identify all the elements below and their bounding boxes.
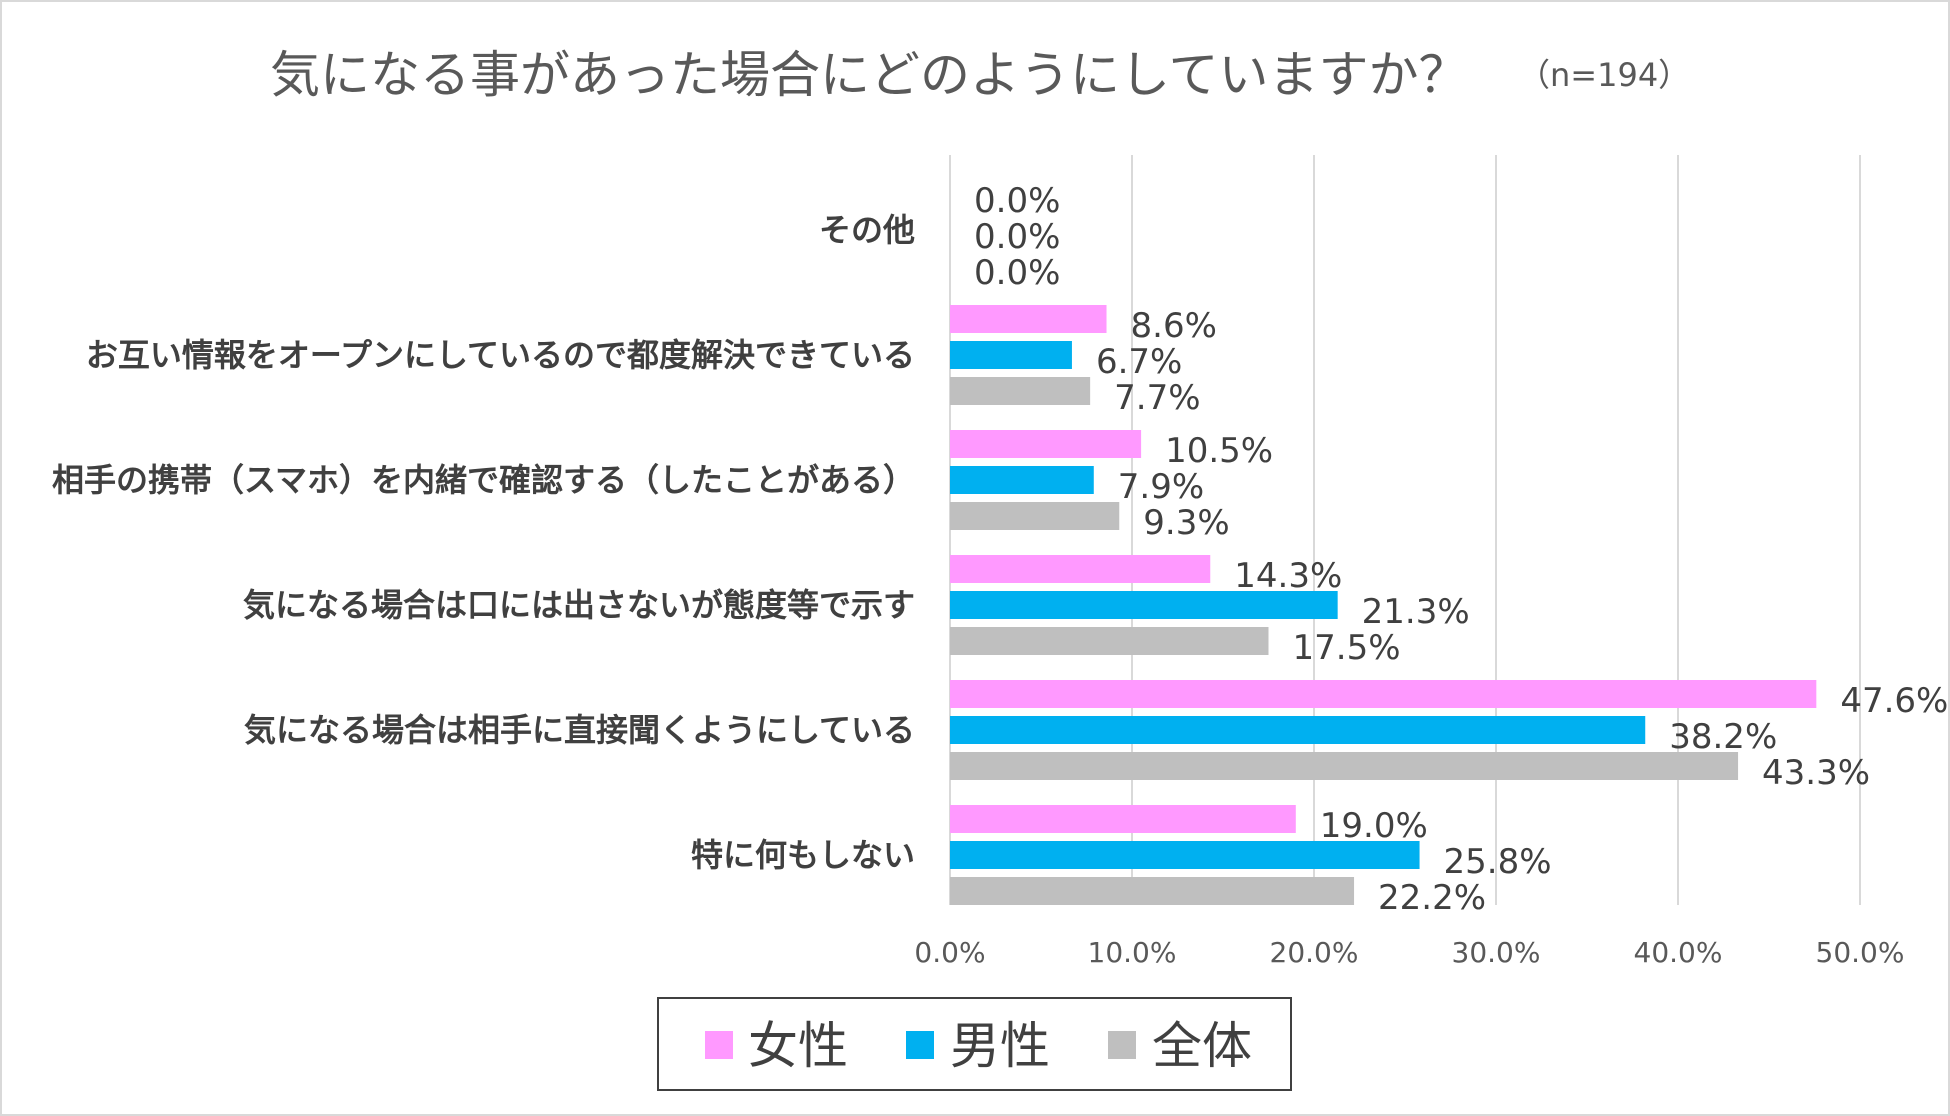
legend: 女性 男性 全体 — [657, 997, 1292, 1091]
data-label-3-2: 17.5% — [1293, 628, 1401, 668]
data-label-1-1: 6.7% — [1096, 342, 1182, 382]
data-label-4-1: 38.2% — [1669, 717, 1777, 757]
legend-swatch-2 — [1108, 1031, 1136, 1059]
data-label-4-0: 47.6% — [1840, 681, 1948, 721]
bar-3-1 — [950, 591, 1338, 619]
bar-5-0 — [950, 805, 1296, 833]
bar-1-0 — [950, 305, 1107, 333]
data-label-2-1: 7.9% — [1118, 467, 1204, 507]
category-label-4: 気になる場合は相手に直接聞くようにしている — [244, 711, 915, 749]
bar-1-2 — [950, 377, 1091, 405]
x-tick-label-2: 20.0% — [1270, 936, 1359, 969]
data-label-2-0: 10.5% — [1165, 431, 1273, 471]
x-tick-label-1: 10.0% — [1088, 936, 1177, 969]
bar-2-0 — [950, 430, 1142, 458]
x-axis-ticks: 0.0% 10.0% 20.0% 30.0% 40.0% 50.0% — [914, 936, 1904, 969]
chart-title: 気になる事があった場合にどのようにしていますか？ （n=194） — [270, 46, 1690, 104]
data-label-1-0: 8.6% — [1131, 306, 1217, 346]
x-tick-label-0: 0.0% — [914, 936, 985, 969]
data-label-0-1: 0.0% — [974, 217, 1060, 257]
legend-label-1: 男性 — [950, 1017, 1050, 1075]
bar-2-1 — [950, 466, 1094, 494]
legend-swatch-1 — [906, 1031, 934, 1059]
bar-4-0 — [950, 680, 1817, 708]
category-label-5: 特に何もしない — [691, 836, 915, 874]
bar-2-2 — [950, 502, 1120, 530]
bars: 0.0%0.0%0.0%8.6%6.7%7.7%10.5%7.9%9.3%14.… — [950, 181, 1948, 918]
bar-1-1 — [950, 341, 1072, 369]
bar-3-2 — [950, 627, 1269, 655]
data-label-4-2: 43.3% — [1762, 753, 1870, 793]
data-label-5-0: 19.0% — [1320, 806, 1428, 846]
x-tick-label-3: 30.0% — [1452, 936, 1541, 969]
data-label-5-2: 22.2% — [1378, 878, 1486, 918]
legend-box — [657, 997, 1292, 1091]
bar-3-0 — [950, 555, 1211, 583]
bar-4-1 — [950, 716, 1646, 744]
legend-swatch-0 — [705, 1031, 733, 1059]
legend-label-0: 女性 — [748, 1017, 848, 1075]
chart-title-subtitle: （n=194） — [1518, 56, 1690, 94]
data-label-2-2: 9.3% — [1143, 503, 1229, 543]
data-label-3-0: 14.3% — [1234, 556, 1342, 596]
legend-label-2: 全体 — [1152, 1017, 1252, 1075]
data-label-1-2: 7.7% — [1114, 378, 1200, 418]
category-label-1: お互い情報をオープンにしているので都度解決できている — [86, 336, 915, 374]
category-label-2: 相手の携帯（スマホ）を内緒で確認する（したことがある） — [52, 461, 915, 499]
chart-title-main: 気になる事があった場合にどのようにしていますか？ — [270, 46, 1469, 104]
x-tick-label-4: 40.0% — [1634, 936, 1723, 969]
bar-4-2 — [950, 752, 1739, 780]
data-label-3-1: 21.3% — [1362, 592, 1470, 632]
data-label-5-1: 25.8% — [1444, 842, 1552, 882]
data-label-0-0: 0.0% — [974, 181, 1060, 221]
bar-5-2 — [950, 877, 1355, 905]
category-labels: その他お互い情報をオープンにしているので都度解決できている相手の携帯（スマホ）を… — [52, 211, 915, 874]
category-label-3: 気になる場合は口には出さないが態度等で示す — [243, 586, 915, 624]
data-label-0-2: 0.0% — [974, 253, 1060, 293]
category-label-0: その他 — [819, 211, 915, 249]
x-tick-label-5: 50.0% — [1816, 936, 1905, 969]
bar-5-1 — [950, 841, 1420, 869]
